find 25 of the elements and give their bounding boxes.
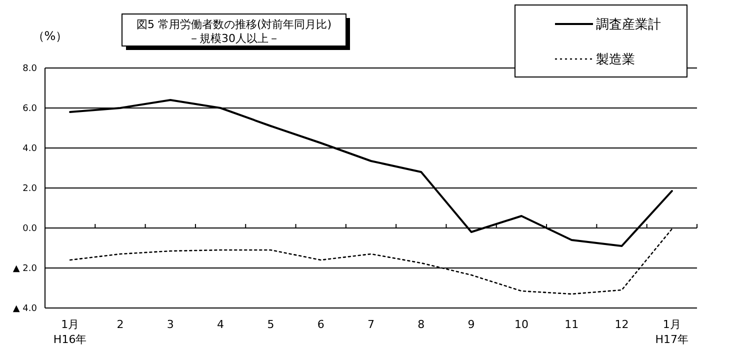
y-axis-title: （%） <box>32 29 68 43</box>
x-tick-label: 1月 H16年 <box>53 318 87 346</box>
chart-subtitle: －規模30人以上－ <box>188 32 280 45</box>
y-tick-label: ▲ 2.0 <box>12 264 38 274</box>
y-tick-label: ▲ 4.0 <box>12 304 38 314</box>
x-tick-label: 5 <box>267 318 274 331</box>
x-tick-label: 3 <box>166 318 174 331</box>
y-tick-label: 0.0 <box>22 224 38 234</box>
x-tick-label: 8 <box>418 318 425 331</box>
y-tick-label: 4.0 <box>22 144 38 154</box>
x-tick-label: 7 <box>368 318 374 331</box>
x-tick-label: 12 <box>614 318 629 331</box>
x-tick-label: 9 <box>468 318 475 331</box>
x-tick-label: 2 <box>116 318 124 331</box>
x-tick-label: 4 <box>217 318 224 331</box>
x-tick-label: 6 <box>317 318 324 331</box>
legend-label: 製造業 <box>596 52 635 68</box>
y-tick-label: 6.0 <box>22 104 38 114</box>
y-tick-label: 8.0 <box>22 64 38 74</box>
x-tick-label: 10 <box>514 318 528 331</box>
y-tick-label: 2.0 <box>22 184 38 194</box>
chart-title: 図5 常用労働者数の推移(対前年同月比) <box>136 18 332 31</box>
x-tick-label: 1月 H17年 <box>655 318 689 346</box>
legend-label: 調査産業計 <box>596 16 661 33</box>
x-tick-label: 11 <box>564 318 579 331</box>
